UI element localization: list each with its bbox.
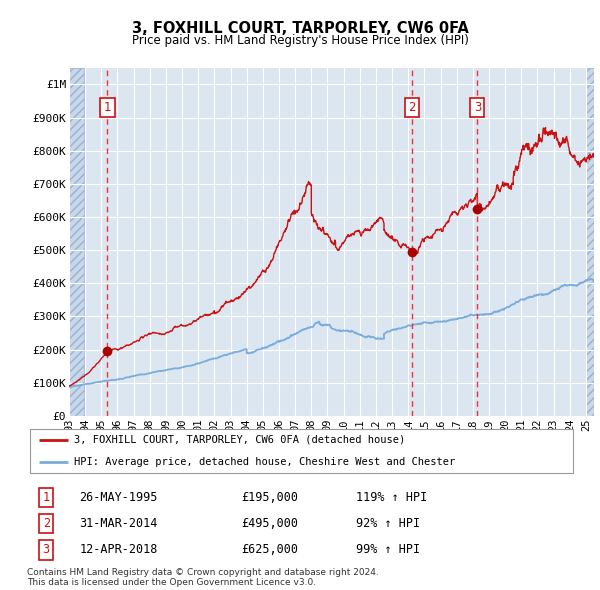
Text: 99% ↑ HPI: 99% ↑ HPI bbox=[356, 543, 421, 556]
Text: 3, FOXHILL COURT, TARPORLEY, CW6 0FA (detached house): 3, FOXHILL COURT, TARPORLEY, CW6 0FA (de… bbox=[74, 435, 405, 445]
Text: 3: 3 bbox=[473, 101, 481, 114]
Text: 1: 1 bbox=[104, 101, 111, 114]
Text: 3: 3 bbox=[43, 543, 50, 556]
Text: HPI: Average price, detached house, Cheshire West and Chester: HPI: Average price, detached house, Ches… bbox=[74, 457, 455, 467]
Text: 2: 2 bbox=[409, 101, 416, 114]
Text: 2: 2 bbox=[43, 517, 50, 530]
FancyBboxPatch shape bbox=[30, 429, 573, 473]
Text: 26-MAY-1995: 26-MAY-1995 bbox=[79, 491, 158, 504]
Text: 92% ↑ HPI: 92% ↑ HPI bbox=[356, 517, 421, 530]
Text: £625,000: £625,000 bbox=[241, 543, 298, 556]
Text: Price paid vs. HM Land Registry's House Price Index (HPI): Price paid vs. HM Land Registry's House … bbox=[131, 34, 469, 47]
Text: Contains HM Land Registry data © Crown copyright and database right 2024.
This d: Contains HM Land Registry data © Crown c… bbox=[27, 568, 379, 587]
Text: 1: 1 bbox=[43, 491, 50, 504]
Text: £495,000: £495,000 bbox=[241, 517, 298, 530]
Text: £195,000: £195,000 bbox=[241, 491, 298, 504]
Text: 119% ↑ HPI: 119% ↑ HPI bbox=[356, 491, 428, 504]
Text: 3, FOXHILL COURT, TARPORLEY, CW6 0FA: 3, FOXHILL COURT, TARPORLEY, CW6 0FA bbox=[131, 21, 469, 35]
Text: 12-APR-2018: 12-APR-2018 bbox=[79, 543, 158, 556]
Text: 31-MAR-2014: 31-MAR-2014 bbox=[79, 517, 158, 530]
